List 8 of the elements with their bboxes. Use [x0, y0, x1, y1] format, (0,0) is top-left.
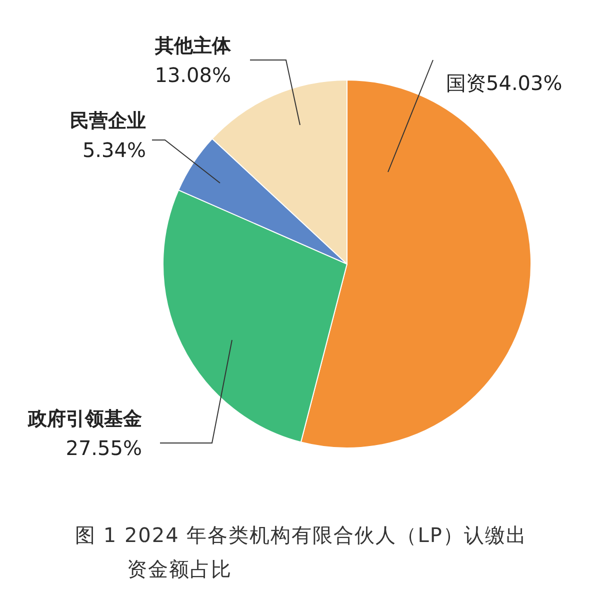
data-label: 13.08% — [154, 63, 231, 87]
slice-label: 国资54.03% — [446, 71, 562, 95]
slice-label: 其他主体 — [154, 35, 232, 57]
data-label: 27.55% — [66, 436, 142, 460]
data-label: 5.34% — [82, 138, 146, 162]
slice-label: 民营企业 — [70, 110, 146, 132]
text: 图 1 2024 年各类机构有限合伙人（LP）认缴出资金额占比 — [75, 522, 528, 583]
slice-label: 政府引领基金 — [27, 408, 142, 430]
